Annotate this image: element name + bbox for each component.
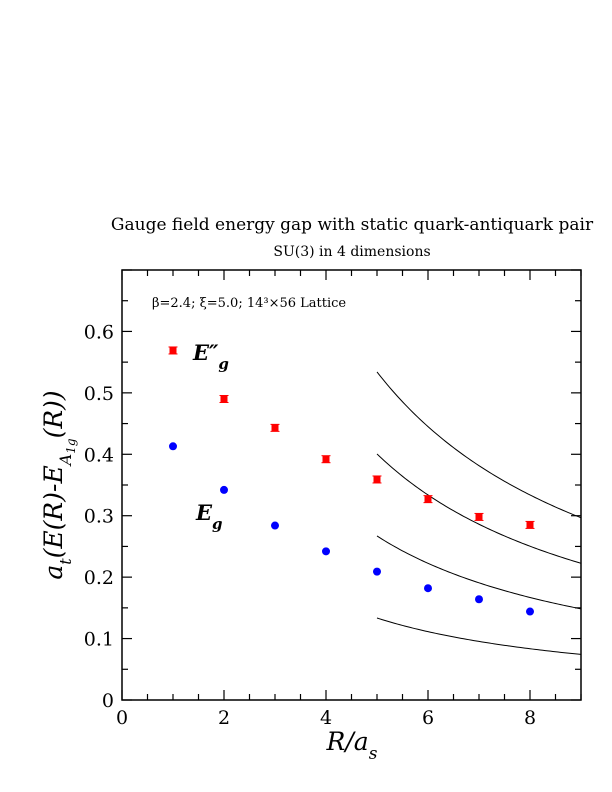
theory-curve-n4 xyxy=(376,371,582,519)
y-tick-label: 0.4 xyxy=(84,444,114,466)
axis-ticks xyxy=(121,269,582,701)
marker-eg-doubleprime xyxy=(322,455,330,463)
y-tick-label: 0.5 xyxy=(84,383,114,405)
marker-eg-doubleprime xyxy=(220,395,228,403)
y-tick-label: 0.3 xyxy=(84,506,114,528)
marker-eg-doubleprime xyxy=(271,424,279,432)
marker-eg-doubleprime xyxy=(373,475,381,483)
x-axis-label: R/as xyxy=(326,727,378,764)
data-markers xyxy=(168,346,535,616)
marker-eg xyxy=(526,607,534,616)
marker-eg xyxy=(271,521,279,530)
tick-labels: 0 2 4 6 8 0 0.1 0.2 0.3 0.4 0.5 0.6 xyxy=(84,321,536,729)
y-tick-label: 0 xyxy=(102,690,114,712)
marker-eg xyxy=(322,547,330,556)
x-tick-label: 6 xyxy=(422,707,434,729)
marker-eg xyxy=(169,442,177,451)
marker-eg-doubleprime xyxy=(526,521,534,529)
marker-eg-doubleprime xyxy=(424,495,432,503)
marker-eg-doubleprime xyxy=(475,513,483,521)
theory-curves xyxy=(376,371,582,655)
y-axis-label: at(E(R)-EA1g(R)) xyxy=(39,390,78,579)
marker-eg xyxy=(220,485,228,494)
x-tick-label: 4 xyxy=(320,707,332,729)
x-tick-label: 2 xyxy=(218,707,230,729)
series-label-eg-doubleprime: E″g xyxy=(192,340,229,373)
x-tick-label: 8 xyxy=(524,707,536,729)
marker-eg-doubleprime xyxy=(169,346,177,354)
marker-eg xyxy=(424,584,432,593)
theory-curve-n2 xyxy=(376,535,582,610)
marker-eg xyxy=(373,567,381,576)
marker-eg xyxy=(475,595,483,604)
chart-subtitle: SU(3) in 4 dimensions xyxy=(273,244,430,260)
theory-curve-n3 xyxy=(376,453,582,564)
chart-title: Gauge field energy gap with static quark… xyxy=(111,215,594,235)
y-tick-label: 0.2 xyxy=(84,567,114,589)
theory-curve-n1 xyxy=(376,617,582,655)
y-tick-label: 0.1 xyxy=(84,629,114,651)
y-tick-label: 0.6 xyxy=(84,321,114,343)
x-tick-label: 0 xyxy=(116,707,128,729)
series-label-eg: Eg xyxy=(195,500,223,533)
lattice-annotation: β=2.4; ξ=5.0; 14³×56 Lattice xyxy=(152,296,346,311)
